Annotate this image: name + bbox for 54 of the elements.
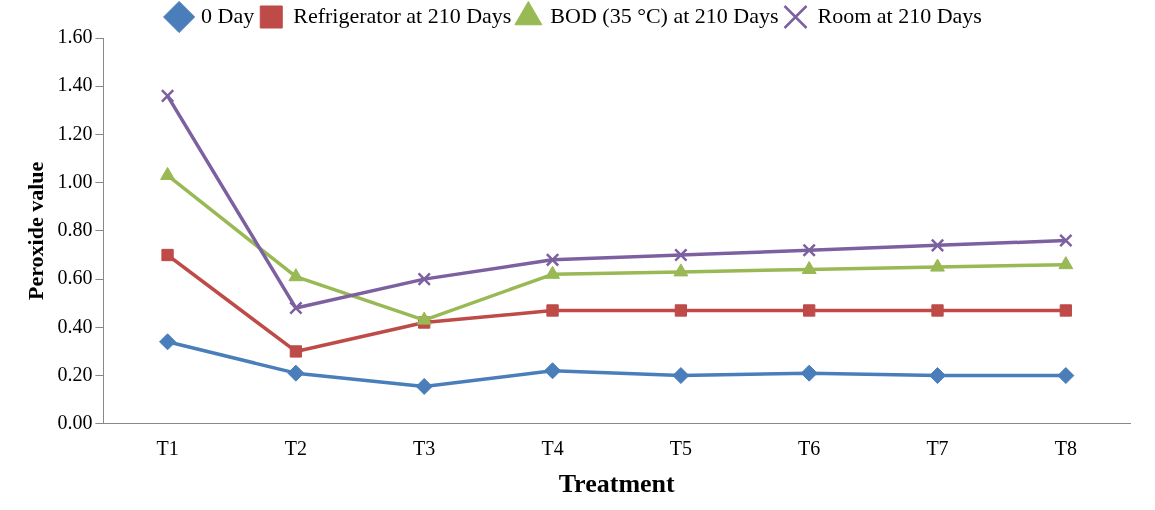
point bbox=[929, 367, 947, 385]
point bbox=[931, 304, 944, 317]
point bbox=[287, 364, 305, 382]
x-tick-label: T4 bbox=[541, 437, 564, 460]
point bbox=[416, 311, 432, 325]
x-axis-title: Treatment bbox=[558, 469, 676, 499]
point bbox=[546, 304, 559, 317]
point bbox=[673, 248, 688, 262]
x-tick-label: T1 bbox=[156, 437, 179, 460]
point bbox=[545, 252, 560, 267]
point bbox=[415, 377, 433, 395]
point bbox=[674, 304, 688, 317]
x-tick-label: T2 bbox=[284, 437, 307, 460]
y-axis-title: Peroxide value bbox=[22, 161, 48, 301]
point bbox=[801, 260, 817, 274]
x-tick-label: T7 bbox=[926, 437, 949, 460]
y-tick-label: 0.40 bbox=[57, 314, 93, 337]
y-tick-label: 0.80 bbox=[57, 218, 93, 241]
point bbox=[1058, 256, 1074, 270]
point bbox=[160, 166, 175, 180]
point bbox=[289, 345, 303, 358]
x-tick-label: T8 bbox=[1054, 437, 1077, 460]
point bbox=[1058, 233, 1073, 248]
point bbox=[1057, 367, 1075, 385]
legend-label: BOD (35 °C) at 210 Days bbox=[550, 2, 779, 28]
point bbox=[930, 238, 945, 253]
point bbox=[802, 243, 817, 258]
y-tick-label: 1.00 bbox=[57, 169, 93, 192]
legend-label: Refrigerator at 210 Days bbox=[293, 2, 512, 28]
x-tick-label: T3 bbox=[413, 437, 436, 460]
point bbox=[417, 272, 432, 287]
x-tick-label: T6 bbox=[798, 437, 821, 460]
y-tick-label: 0.00 bbox=[57, 411, 93, 434]
legend-label: Room at 210 Days bbox=[817, 2, 982, 28]
y-tick-label: 1.20 bbox=[57, 121, 93, 144]
point bbox=[161, 248, 174, 262]
point bbox=[673, 263, 689, 277]
y-tick-label: 1.60 bbox=[57, 25, 93, 48]
y-tick-label: 0.20 bbox=[57, 362, 93, 385]
point bbox=[159, 333, 177, 351]
point bbox=[1059, 304, 1072, 317]
x-tick-label: T5 bbox=[669, 437, 692, 460]
point bbox=[800, 364, 818, 382]
point bbox=[544, 362, 562, 380]
point bbox=[160, 88, 175, 103]
y-tick-label: 1.40 bbox=[57, 73, 93, 96]
point bbox=[930, 258, 945, 272]
point bbox=[672, 367, 690, 385]
point bbox=[545, 265, 560, 279]
legend-label: 0 Day bbox=[201, 2, 255, 28]
point bbox=[288, 268, 304, 282]
point bbox=[803, 304, 816, 317]
y-tick-label: 0.60 bbox=[57, 266, 93, 289]
point bbox=[288, 301, 303, 315]
